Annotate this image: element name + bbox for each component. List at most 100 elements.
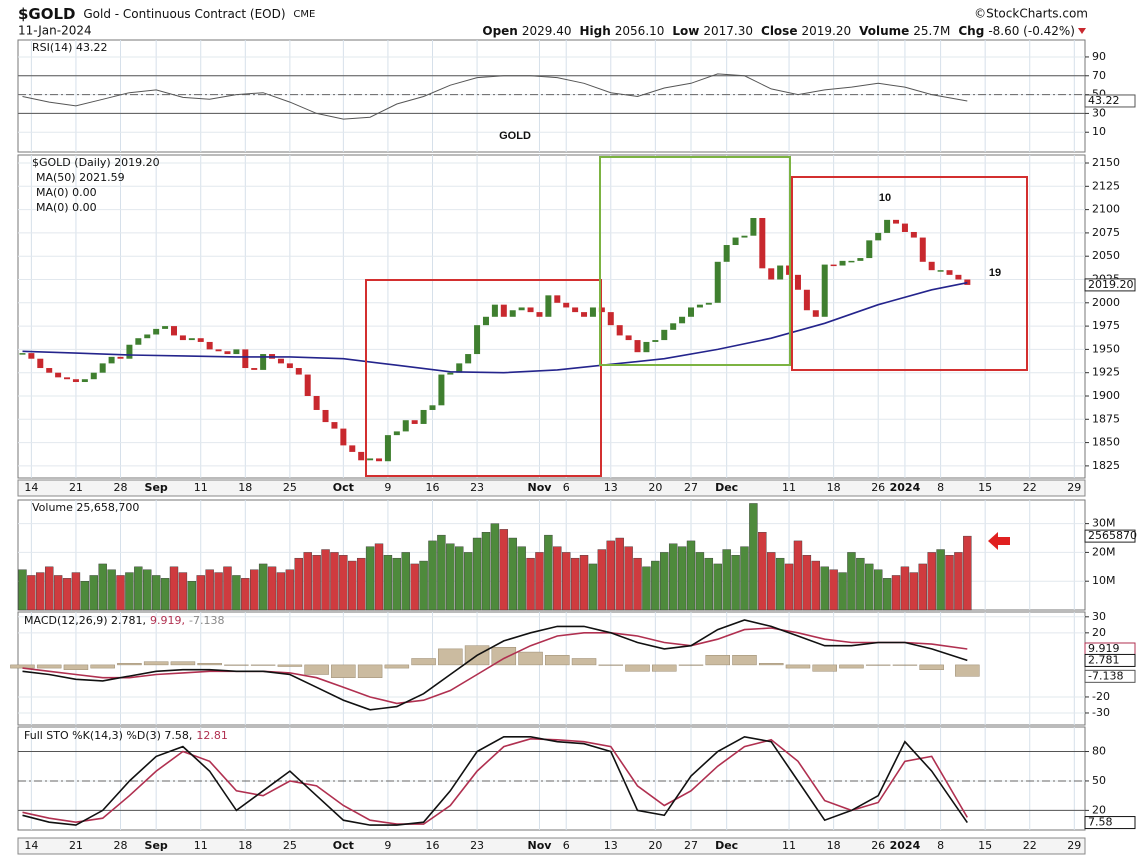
- candle: [19, 353, 26, 355]
- volume-bar: [731, 555, 740, 611]
- candle: [518, 307, 525, 311]
- candle: [928, 261, 935, 271]
- volume-bar: [356, 557, 366, 611]
- volume-bar: [847, 552, 856, 611]
- x-tick-label: 25: [283, 481, 297, 494]
- quote-value: 2019.20: [801, 24, 851, 38]
- volume-bar: [187, 581, 197, 611]
- candle: [910, 231, 917, 238]
- volume-bar: [740, 546, 749, 611]
- instrument-name: Gold - Continuous Contract (EOD): [83, 7, 285, 21]
- candle: [340, 428, 347, 446]
- volume-bar: [508, 537, 517, 611]
- volume-bar: [160, 578, 170, 611]
- candle: [153, 328, 160, 335]
- candle: [474, 325, 481, 355]
- quote-value: 2056.10: [615, 24, 665, 38]
- volume-bar: [374, 543, 384, 611]
- candle: [491, 304, 498, 317]
- candle: [563, 302, 570, 308]
- candle: [937, 270, 944, 272]
- volume-bar: [169, 566, 179, 611]
- change-arrow: [1078, 28, 1086, 34]
- candle: [376, 458, 383, 462]
- volume-bar: [232, 575, 241, 611]
- histogram-bar: [812, 664, 837, 672]
- volume-bar: [392, 557, 402, 611]
- volume-bar: [873, 569, 883, 611]
- histogram-bar: [304, 664, 329, 675]
- volume-bar: [606, 540, 615, 611]
- value-tag: [1084, 816, 1136, 830]
- panel-frame: [17, 154, 1086, 479]
- volume-bar: [267, 566, 277, 611]
- volume-bar: [882, 578, 892, 611]
- volume-bar: [481, 532, 491, 611]
- y-tick-label: 50: [1092, 774, 1106, 787]
- candle: [260, 354, 267, 370]
- series-line: [22, 627, 968, 705]
- candle: [384, 435, 391, 462]
- candle: [545, 295, 552, 317]
- y-tick-label: 2125: [1092, 179, 1120, 192]
- annotation: 10: [879, 192, 891, 204]
- volume-bar: [829, 569, 838, 611]
- candle: [420, 409, 427, 424]
- symbol: $GOLD: [18, 5, 76, 23]
- candle: [242, 349, 249, 369]
- x-tick-label: 29: [1067, 839, 1081, 852]
- x-tick-label: 6: [563, 481, 570, 494]
- histogram-bar: [10, 664, 35, 669]
- value-tag-label: 7.58: [1088, 816, 1113, 829]
- panel-frame: [17, 726, 1086, 831]
- candle: [482, 316, 489, 326]
- histogram-bar: [36, 664, 62, 669]
- candle: [875, 232, 882, 241]
- candle: [224, 351, 231, 355]
- histogram-bar: [491, 647, 517, 666]
- x-tick-label: 14: [24, 481, 38, 494]
- candle: [188, 338, 195, 341]
- histogram-bar: [652, 664, 677, 672]
- volume-bar: [695, 552, 705, 611]
- x-tick-label: Dec: [715, 839, 738, 852]
- x-tick-label: Sep: [145, 481, 168, 494]
- x-axis-band: [17, 837, 1086, 855]
- y-tick-label: 2000: [1092, 296, 1120, 309]
- x-tick-label: 11: [194, 839, 208, 852]
- volume-bar: [517, 546, 526, 611]
- x-tick-label: 29: [1067, 481, 1081, 494]
- candle: [358, 451, 365, 461]
- volume-bar: [811, 560, 820, 611]
- candle: [688, 307, 695, 317]
- candle: [447, 372, 454, 375]
- quote-value: -8.60 (-0.42%): [988, 24, 1075, 38]
- x-tick-label: 14: [24, 839, 38, 852]
- volume-bar: [36, 572, 45, 611]
- volume-bar: [125, 572, 134, 611]
- volume-bar: [963, 535, 972, 611]
- volume-bar: [472, 537, 482, 611]
- x-tick-label: 18: [827, 839, 841, 852]
- candle: [170, 326, 177, 336]
- candle: [901, 223, 908, 232]
- y-tick-label: 1925: [1092, 366, 1120, 379]
- volume-bar: [321, 549, 330, 611]
- y-tick-label: 80: [1092, 745, 1106, 758]
- series-line: [22, 619, 968, 711]
- candle: [955, 274, 962, 280]
- x-tick-label: 2024: [890, 481, 921, 494]
- y-tick-label: 1900: [1092, 389, 1120, 402]
- volume-bar: [535, 552, 544, 611]
- x-tick-label: 28: [114, 839, 128, 852]
- legend-entry: MA(0) 0.00: [36, 201, 97, 214]
- volume-bar: [276, 572, 286, 611]
- x-tick-label: 2024: [890, 839, 921, 852]
- x-tick-label: 21: [69, 481, 83, 494]
- candle: [946, 270, 953, 275]
- series-line: [22, 73, 968, 120]
- candle: [126, 344, 133, 359]
- volume-bar: [775, 557, 785, 611]
- volume-bar: [945, 555, 954, 611]
- volume-bar: [71, 572, 81, 611]
